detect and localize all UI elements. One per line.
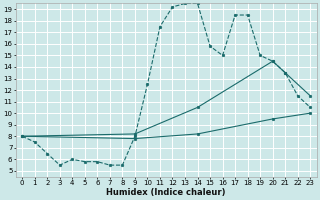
X-axis label: Humidex (Indice chaleur): Humidex (Indice chaleur) bbox=[107, 188, 226, 197]
